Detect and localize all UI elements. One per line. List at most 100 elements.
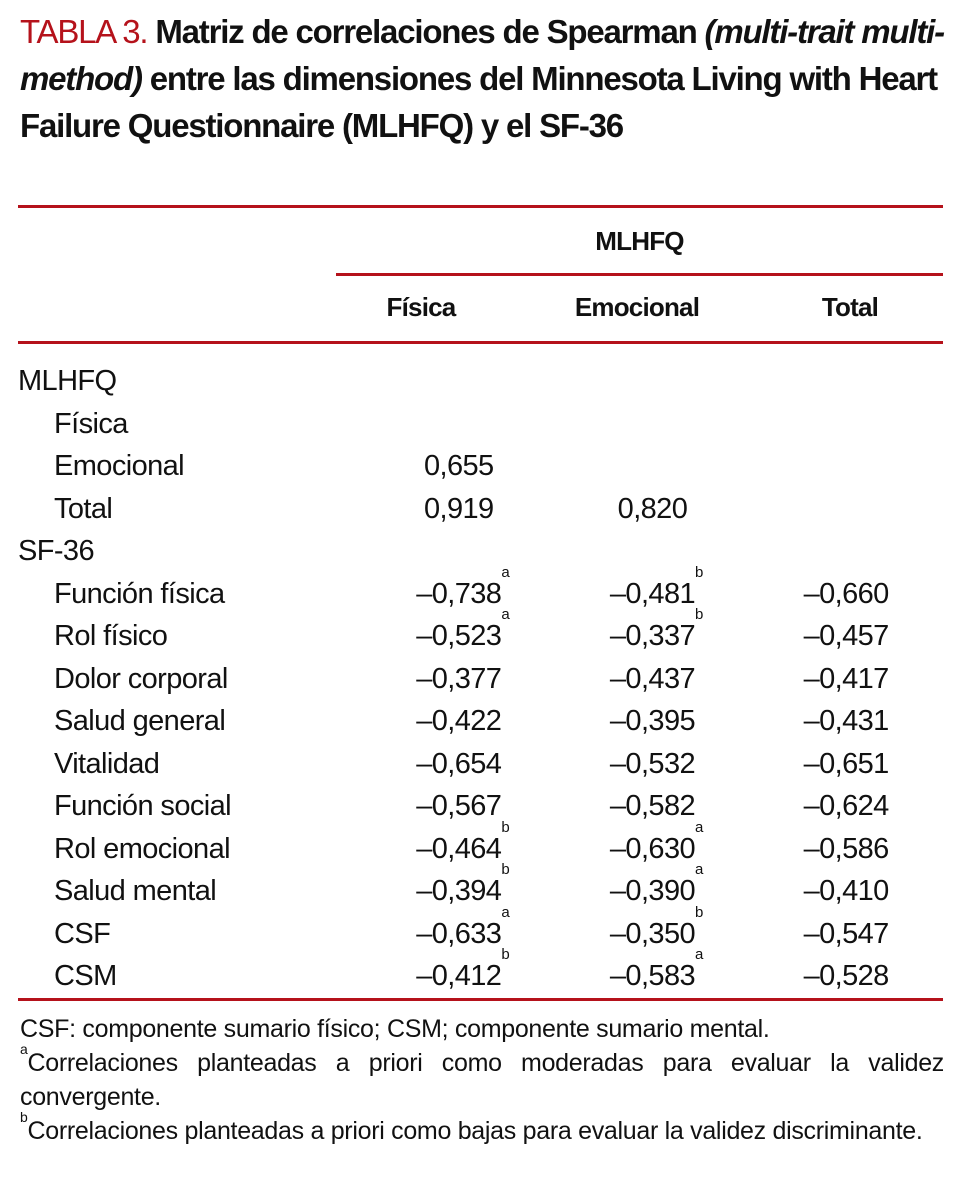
table-row: Rol emocional –0,464 b –0,630 a –0,586 bbox=[18, 820, 943, 871]
correlation-value: –0,651 bbox=[803, 747, 890, 780]
table-row: Dolor corporal –0,377 –0,437 –0,417 bbox=[18, 658, 943, 701]
correlation-value: –0,431 bbox=[803, 705, 890, 737]
correlation-value: –0,395 bbox=[609, 705, 696, 737]
footnote-marker: b bbox=[501, 818, 510, 836]
correlation-value: –0,337 bbox=[609, 620, 696, 652]
footnote-marker: a bbox=[695, 946, 703, 963]
row-label: Función física bbox=[54, 577, 225, 610]
title-text: Matriz de correlaciones de Spearman bbox=[155, 13, 697, 50]
value-cell: –0,738 a bbox=[362, 565, 556, 616]
correlation-value: –0,532 bbox=[609, 747, 696, 780]
table-row: Vitalidad –0,654 –0,532 –0,651 bbox=[18, 743, 943, 786]
correlation-value: –0,660 bbox=[803, 577, 890, 610]
table-footnotes: CSF: componente sumario físico; CSM; com… bbox=[20, 1012, 944, 1148]
footnote-b-mark: b bbox=[20, 1108, 28, 1125]
row-label: Total bbox=[54, 492, 113, 525]
correlation-value: –0,390 bbox=[609, 875, 696, 907]
footnote-a-text: Correlaciones planteadas a priori como m… bbox=[20, 1049, 944, 1111]
row-label: CSM bbox=[54, 960, 117, 992]
footnote-marker: a bbox=[695, 818, 703, 836]
correlation-value: –0,437 bbox=[609, 662, 696, 695]
footnote-marker: b bbox=[695, 606, 703, 623]
value-cell: –0,457 bbox=[749, 615, 943, 658]
table-row: Emocional 0,655 bbox=[18, 445, 943, 488]
value-cell: –0,377 bbox=[362, 658, 556, 701]
footnote-marker: b bbox=[501, 946, 510, 963]
value-cell: –0,523 a bbox=[362, 607, 556, 658]
value-cell: 0,655 bbox=[362, 445, 556, 488]
footnote-marker: a bbox=[501, 903, 510, 921]
value-cell: –0,583 a bbox=[556, 947, 750, 998]
value-cell: –0,532 bbox=[556, 743, 750, 786]
value-cell bbox=[556, 403, 750, 446]
value-cell: –0,431 bbox=[749, 700, 943, 743]
correlation-value: 0,820 bbox=[617, 492, 688, 525]
table-row: SF-36 bbox=[18, 530, 943, 573]
correlation-value: –0,547 bbox=[803, 917, 890, 950]
value-cell bbox=[362, 530, 556, 573]
table-row: Función social –0,567 –0,582 –0,624 bbox=[18, 785, 943, 828]
section-label: SF-36 bbox=[18, 535, 95, 567]
value-cell: –0,437 bbox=[556, 658, 750, 701]
row-label: Rol físico bbox=[54, 620, 168, 652]
correlation-value: –0,630 bbox=[609, 832, 696, 865]
row-label: Física bbox=[54, 407, 128, 440]
value-cell bbox=[749, 445, 943, 488]
footnote-b: bCorrelaciones planteadas a priori como … bbox=[20, 1110, 944, 1148]
correlation-value: –0,583 bbox=[609, 960, 696, 992]
table-row: CSM –0,412 b –0,583 a –0,528 bbox=[18, 947, 943, 998]
footnote-marker: b bbox=[695, 903, 703, 921]
value-cell: –0,422 bbox=[362, 700, 556, 743]
value-cell: –0,390 a bbox=[556, 862, 750, 913]
correlation-value: 0,655 bbox=[424, 450, 494, 482]
column-header-total: Total bbox=[821, 292, 879, 322]
value-cell: –0,350 b bbox=[556, 905, 750, 956]
correlation-value: –0,457 bbox=[803, 620, 890, 652]
value-cell: –0,417 bbox=[749, 658, 943, 701]
correlation-value: –0,586 bbox=[803, 832, 890, 865]
value-cell bbox=[362, 360, 556, 403]
value-cell: –0,633 a bbox=[362, 905, 556, 956]
correlation-value: –0,412 bbox=[416, 960, 502, 992]
footnote-b-text: Correlaciones planteadas a priori como b… bbox=[27, 1117, 923, 1145]
column-header-fisica: Física bbox=[386, 292, 457, 322]
row-label: Rol emocional bbox=[54, 832, 231, 865]
value-cell: –0,654 bbox=[362, 743, 556, 786]
group-rule bbox=[336, 273, 943, 276]
value-cell: –0,394 b bbox=[362, 862, 556, 913]
footnote-marker: b bbox=[695, 563, 703, 581]
correlation-value: –0,350 bbox=[609, 917, 696, 950]
correlation-value: –0,582 bbox=[609, 790, 696, 822]
value-cell: –0,651 bbox=[749, 743, 943, 786]
table-number: TABLA 3. bbox=[20, 13, 149, 50]
correlation-value: –0,481 bbox=[609, 577, 696, 610]
correlation-value: –0,377 bbox=[416, 662, 502, 695]
correlation-value: –0,410 bbox=[803, 875, 890, 907]
title-italic: (multi-trait multi-method) bbox=[20, 13, 945, 97]
value-cell: 0,919 bbox=[362, 488, 556, 531]
row-label: Emocional bbox=[54, 450, 185, 482]
table-title: TABLA 3. Matriz de correlaciones de Spea… bbox=[20, 8, 950, 149]
section-label: MLHFQ bbox=[18, 365, 117, 397]
value-cell: –0,582 bbox=[556, 785, 750, 828]
table-row: Física bbox=[18, 403, 943, 446]
correlation-value: –0,624 bbox=[803, 790, 890, 822]
value-cell: –0,410 bbox=[749, 870, 943, 913]
value-cell: –0,586 bbox=[749, 828, 943, 871]
value-cell: –0,624 bbox=[749, 785, 943, 828]
table-row: Rol físico –0,523 a –0,337 b –0,457 bbox=[18, 607, 943, 658]
table-row: MLHFQ bbox=[18, 360, 943, 403]
value-cell bbox=[749, 360, 943, 403]
correlation-value: –0,738 bbox=[416, 577, 502, 610]
correlation-value: –0,654 bbox=[416, 747, 502, 780]
value-cell: –0,547 bbox=[749, 913, 943, 956]
table-row: Salud mental –0,394 b –0,390 a –0,410 bbox=[18, 862, 943, 913]
correlation-value: –0,464 bbox=[416, 832, 502, 865]
correlation-table: MLHFQ Física Emocional 0,655 Total 0,919 0,820… bbox=[18, 360, 943, 998]
table-row: Total 0,919 0,820 bbox=[18, 488, 943, 531]
value-cell bbox=[556, 445, 750, 488]
value-cell: –0,660 bbox=[749, 573, 943, 616]
title-text-cont: entre las dimensiones del Minnesota Livi… bbox=[20, 60, 938, 144]
table-row: Salud general –0,422 –0,395 –0,431 bbox=[18, 700, 943, 743]
row-label: Salud general bbox=[54, 705, 226, 737]
